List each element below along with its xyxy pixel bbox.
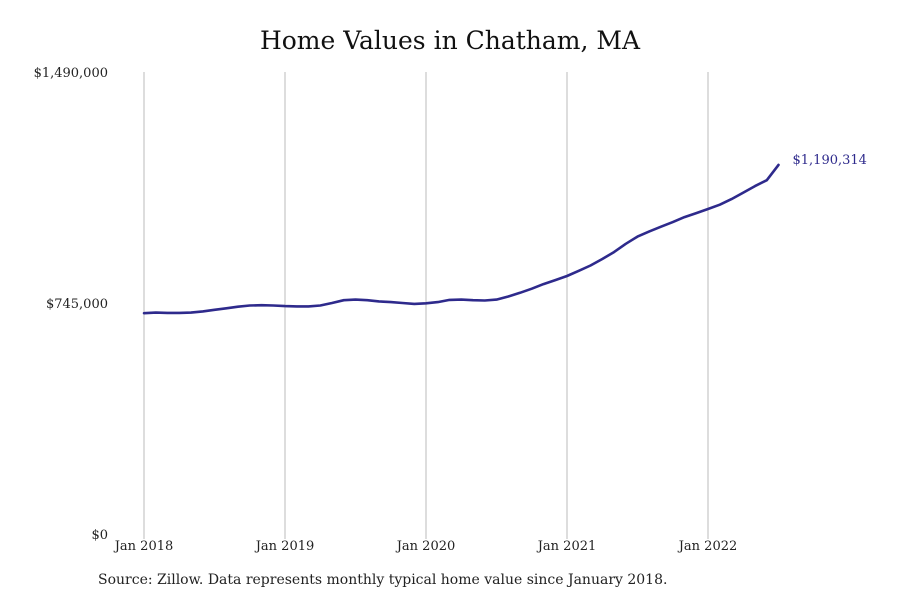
end-value-label: $1,190,314: [793, 153, 867, 168]
x-tick-label: Jan 2020: [395, 539, 456, 554]
x-tick-label: Jan 2021: [536, 539, 597, 554]
y-tick-label: $1,490,000: [34, 66, 108, 81]
y-tick-label: $745,000: [46, 297, 108, 312]
chart-title: Home Values in Chatham, MA: [259, 26, 641, 55]
y-tick-label: $0: [91, 528, 108, 543]
x-tick-label: Jan 2019: [254, 539, 315, 554]
source-note: Source: Zillow. Data represents monthly …: [98, 572, 668, 588]
series-line: [142, 163, 780, 315]
x-tick-label: Jan 2018: [113, 539, 174, 554]
x-tick-label: Jan 2022: [677, 539, 738, 554]
